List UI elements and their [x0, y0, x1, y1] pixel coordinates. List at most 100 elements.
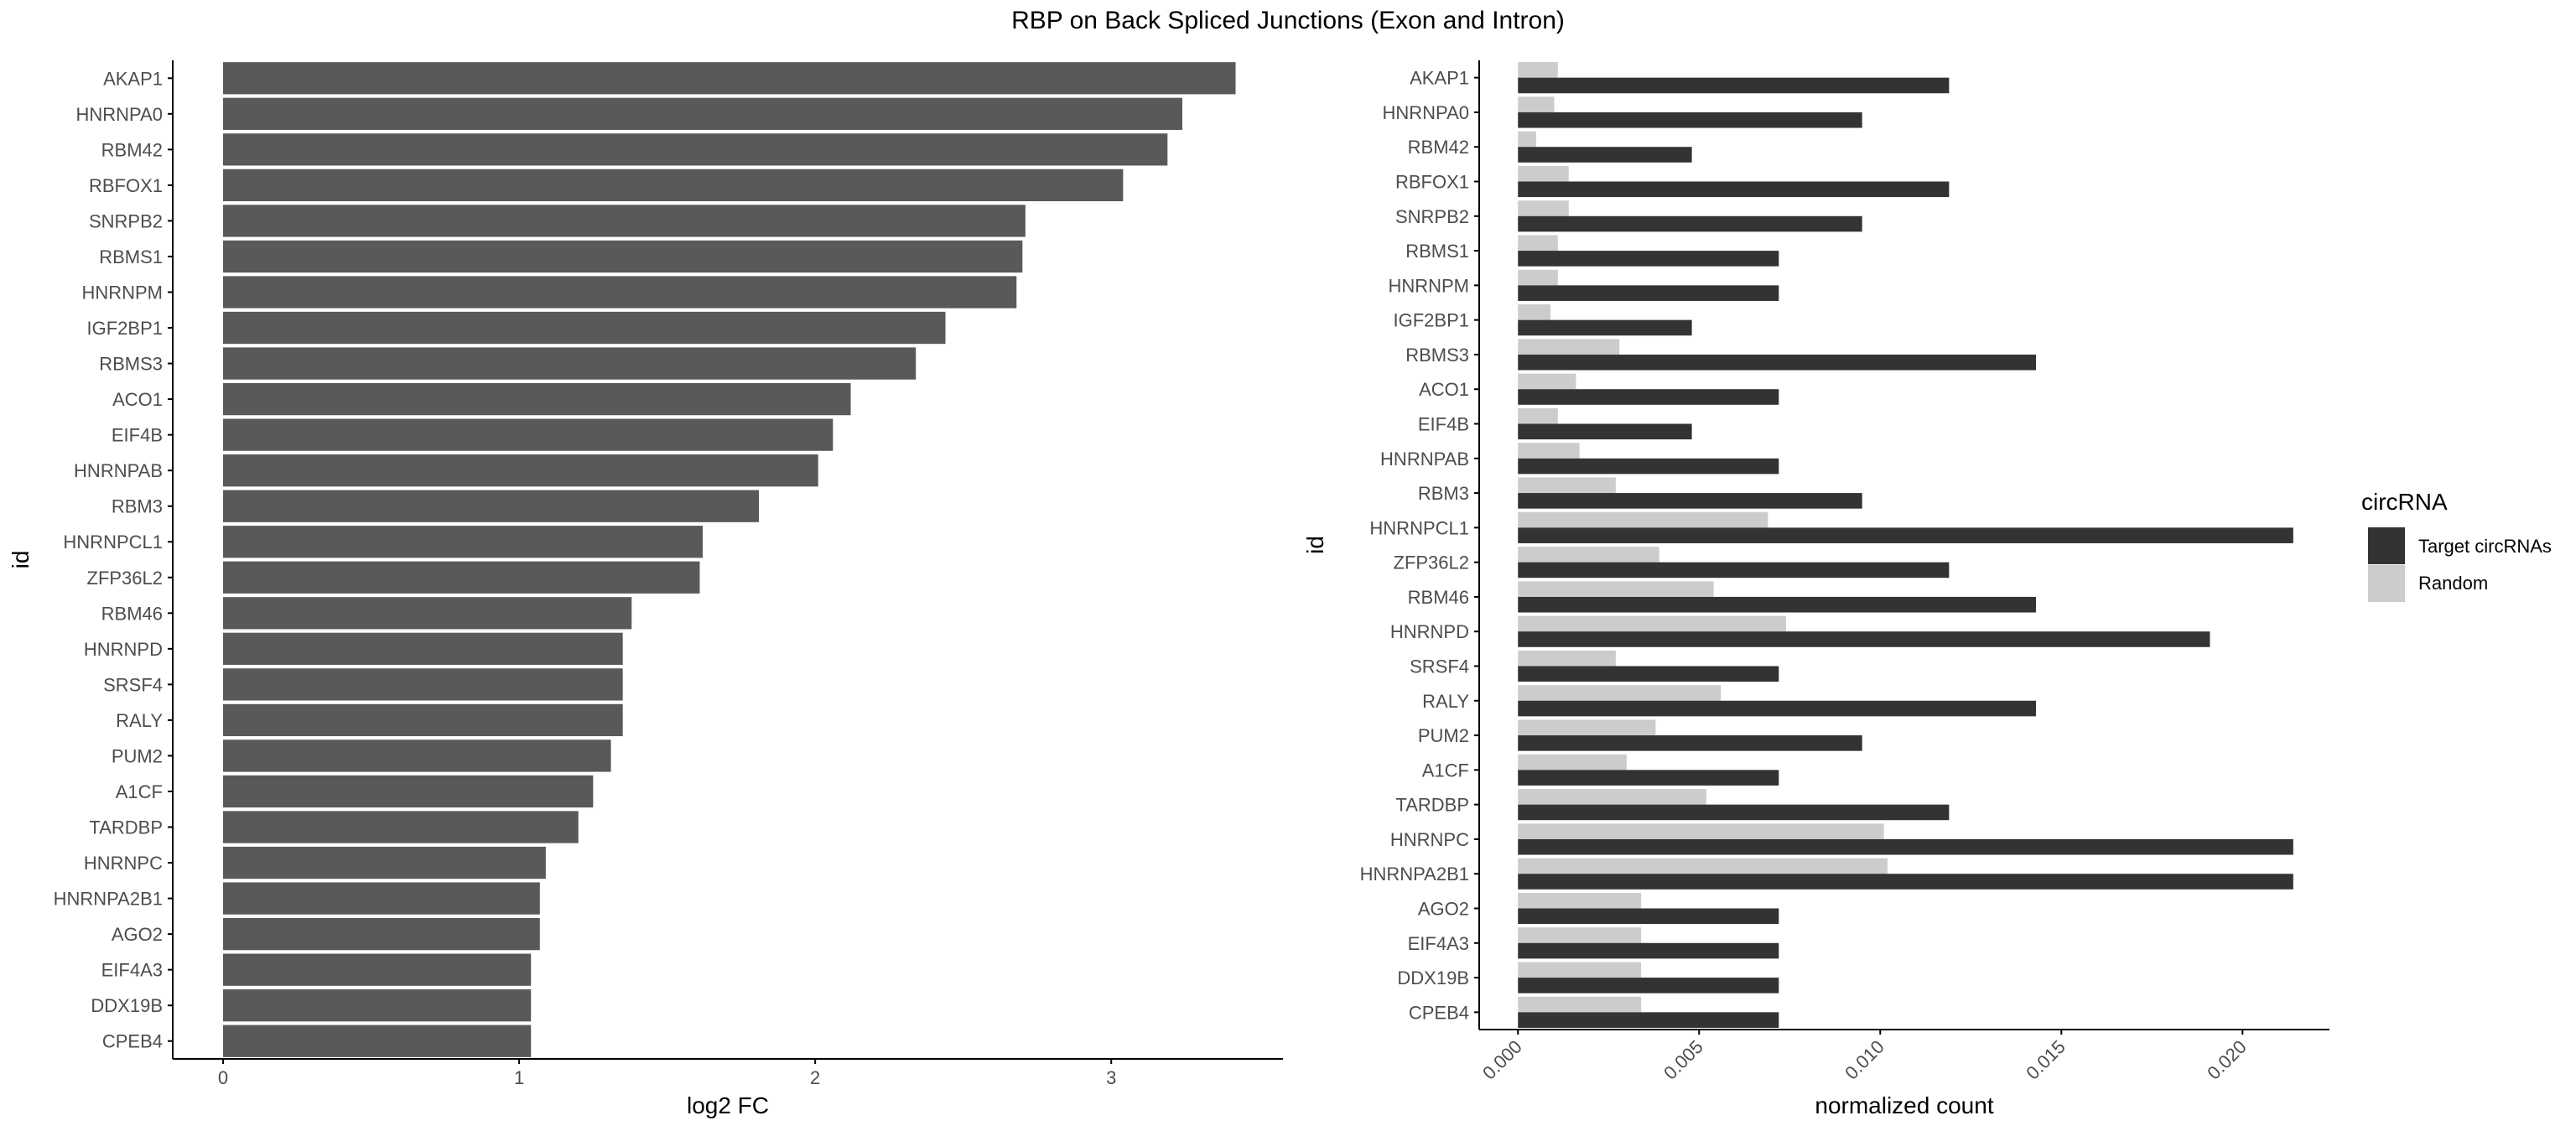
y-tick-label-eif4b: EIF4B [1418, 414, 1469, 435]
bar-target-hnrnpab [1518, 458, 1779, 475]
legend-label-random: Random [2418, 573, 2488, 594]
bar-log2fc-rbfox1 [223, 169, 1124, 202]
y-tick-label-hnrnpd: HNRNPD [1390, 621, 1469, 642]
bar-target-hnrnpc [1518, 838, 2293, 855]
y-tick-label-ddx19b: DDX19B [91, 995, 163, 1016]
bar-target-hnrnpa0 [1518, 112, 1862, 128]
bar-target-rbm46 [1518, 596, 2037, 613]
y-tick-label-rbms3: RBMS3 [1405, 345, 1469, 366]
bar-log2fc-igf2bp1 [223, 311, 946, 345]
x-tick-label: 0.020 [2203, 1036, 2251, 1084]
y-tick-label-rbm3: RBM3 [1418, 483, 1469, 504]
y-tick-label-rbfox1: RBFOX1 [1395, 172, 1469, 193]
bar-target-rbm42 [1518, 147, 1692, 163]
y-tick-label-zfp36l2: ZFP36L2 [87, 568, 164, 589]
y-tick-label-akap1: AKAP1 [103, 68, 163, 89]
bar-target-cpeb4 [1518, 1012, 1779, 1028]
y-tick-label-igf2bp1: IGF2BP1 [87, 318, 163, 339]
bar-log2fc-snrpb2 [223, 205, 1026, 237]
bar-random-rbm42 [1518, 131, 1536, 148]
legend-key-random [2368, 565, 2405, 602]
y-tick-label-rbm46: RBM46 [1408, 587, 1469, 608]
bar-random-aco1 [1518, 373, 1576, 390]
bar-target-rbm3 [1518, 493, 1862, 509]
bar-log2fc-hnrnpd [223, 632, 623, 665]
bar-log2fc-hnrnpa2b1 [223, 882, 540, 915]
bar-log2fc-hnrnpab [223, 454, 818, 487]
bar-log2fc-rbms1 [223, 240, 1023, 273]
bar-random-hnrnpa2b1 [1518, 858, 1888, 874]
bar-target-rbms3 [1518, 354, 2037, 371]
bar-target-rbfox1 [1518, 181, 1950, 198]
bar-target-raly [1518, 700, 2037, 717]
bar-random-rbms1 [1518, 235, 1558, 252]
bar-random-zfp36l2 [1518, 547, 1659, 563]
bar-log2fc-zfp36l2 [223, 561, 700, 594]
bar-target-snrpb2 [1518, 215, 1862, 232]
bar-random-cpeb4 [1518, 996, 1642, 1013]
x-tick-label: 0 [218, 1067, 228, 1088]
y-tick-label-tardbp: TARDBP [1395, 795, 1469, 816]
bar-target-zfp36l2 [1518, 562, 1950, 578]
panel-left-log2fc: AKAP1 HNRNPA0 RBM42 RBFOX1 SNRPB2 RBMS1 HNRNPM… [8, 60, 1283, 1118]
y-tick-label-tardbp: TARDBP [89, 817, 163, 838]
legend-key-target [2368, 527, 2405, 564]
bar-random-hnrnpd [1518, 615, 1786, 632]
y-tick-label-igf2bp1: IGF2BP1 [1394, 310, 1469, 331]
x-tick-label: 0.000 [1478, 1036, 1526, 1084]
y-tick-label-cpeb4: CPEB4 [102, 1031, 163, 1052]
bar-log2fc-ddx19b [223, 989, 532, 1022]
bar-log2fc-cpeb4 [223, 1025, 532, 1057]
bar-target-hnrnpcl1 [1518, 527, 2293, 543]
x-tick-label: 0.005 [1659, 1036, 1707, 1084]
bar-random-snrpb2 [1518, 200, 1569, 216]
bar-target-aco1 [1518, 389, 1779, 405]
y-tick-label-hnrnpa0: HNRNPA0 [1382, 102, 1469, 123]
y-tick-label-rbms3: RBMS3 [99, 354, 163, 375]
y-tick-label-pum2: PUM2 [1418, 725, 1469, 746]
x-tick-label: 0.015 [2022, 1036, 2070, 1084]
y-tick-label-hnrnpcl1: HNRNPCL1 [63, 532, 163, 553]
x-tick-label: 3 [1106, 1067, 1116, 1088]
x-tick-label: 0.010 [1841, 1036, 1888, 1084]
y-tick-label-rbms1: RBMS1 [1405, 241, 1469, 262]
y-tick-label-hnrnpab: HNRNPAB [1380, 449, 1469, 470]
bar-random-pum2 [1518, 719, 1656, 736]
bar-random-tardbp [1518, 789, 1706, 805]
bar-log2fc-rbm46 [223, 597, 632, 630]
bar-random-rbm46 [1518, 581, 1714, 597]
y-tick-label-rbm42: RBM42 [1408, 137, 1469, 158]
y-tick-label-hnrnpm: HNRNPM [81, 282, 163, 303]
bar-target-eif4a3 [1518, 942, 1779, 959]
y-tick-label-ago2: AGO2 [112, 924, 163, 945]
bar-log2fc-aco1 [223, 382, 851, 416]
bar-target-hnrnpd [1518, 631, 2210, 647]
y-tick-label-aco1: ACO1 [1419, 379, 1469, 400]
legend-title: circRNA [2361, 489, 2448, 515]
x-axis-title: normalized count [1815, 1092, 1993, 1118]
y-tick-label-srsf4: SRSF4 [103, 674, 163, 695]
y-tick-label-rbfox1: RBFOX1 [89, 175, 163, 196]
bar-target-a1cf [1518, 770, 1779, 786]
y-tick-label-rbm46: RBM46 [101, 603, 163, 624]
bar-target-eif4b [1518, 423, 1692, 440]
bar-log2fc-srsf4 [223, 668, 623, 701]
bar-target-ddx19b [1518, 978, 1779, 994]
y-tick-label-eif4b: EIF4B [112, 425, 163, 446]
bar-random-akap1 [1518, 62, 1558, 78]
panel-right-normalized-count: AKAP1 HNRNPA0 RBM42 RBFOX1 SNRPB2 RBMS1 HNRNPM… [1302, 60, 2329, 1118]
y-tick-label-hnrnpa2b1: HNRNPA2B1 [54, 889, 163, 910]
y-tick-label-snrpb2: SNRPB2 [89, 210, 163, 231]
bar-log2fc-hnrnpc [223, 846, 546, 879]
y-tick-label-hnrnpc: HNRNPC [1390, 829, 1469, 850]
bar-random-rbm3 [1518, 477, 1616, 494]
bar-log2fc-tardbp [223, 811, 579, 843]
bar-target-ago2 [1518, 908, 1779, 925]
bar-random-hnrnpa0 [1518, 96, 1555, 112]
bar-random-hnrnpab [1518, 443, 1580, 459]
bar-target-pum2 [1518, 735, 1862, 751]
y-tick-label-snrpb2: SNRPB2 [1395, 206, 1469, 227]
y-tick-label-hnrnpa0: HNRNPA0 [75, 104, 163, 125]
bar-random-hnrnpc [1518, 823, 1884, 839]
